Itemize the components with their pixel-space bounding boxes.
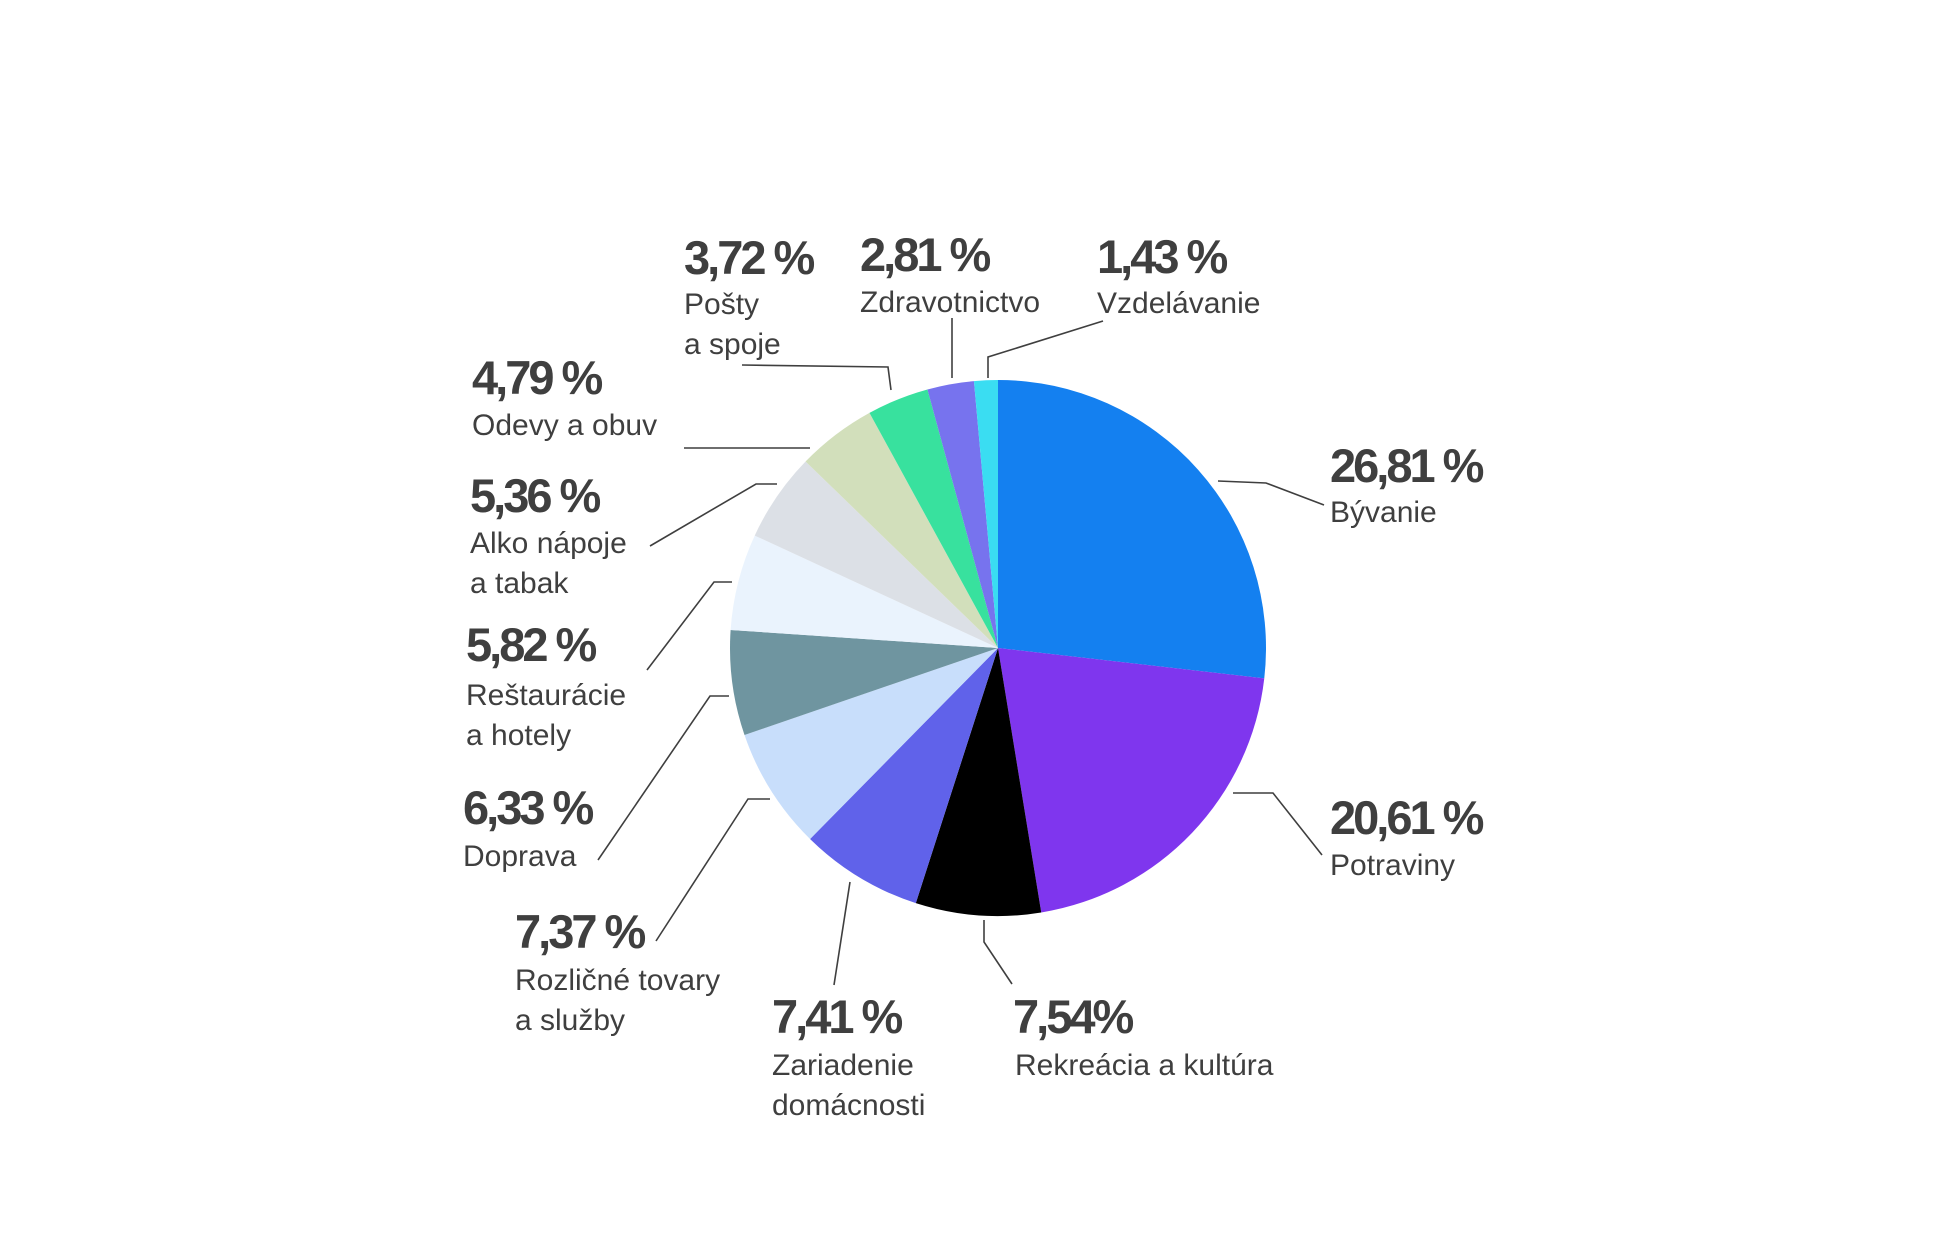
leader-line-10 (741, 364, 892, 391)
category-label-4-line-1: Zariadenie (772, 1049, 914, 1082)
category-label-8-line-1: Alko nápoje (470, 527, 627, 560)
pie-slices (730, 380, 1267, 917)
leader-line-12 (987, 320, 1104, 378)
pie-slice-12 (973, 380, 998, 648)
leader-line-2 (1233, 792, 1323, 856)
pie-slice-1 (998, 380, 1267, 679)
leader-line-5 (655, 798, 770, 942)
category-label-5-line-2: a služby (515, 1004, 625, 1037)
leader-line-3 (983, 920, 1013, 985)
value-label-4: 7,41 % (772, 990, 903, 1043)
pie-slice-5 (744, 648, 998, 840)
category-label-2: Potraviny (1330, 849, 1455, 882)
category-label-9: Odevy a obuv (472, 409, 657, 442)
category-label-1: Bývanie (1330, 496, 1437, 529)
leader-line-1 (1217, 480, 1325, 506)
pie-slice-4 (810, 648, 998, 904)
value-label-1: 26,81 % (1330, 439, 1484, 492)
slice-labels: 26,81 % Bývanie 20,61 % Potraviny 7,54% Rekre… (463, 228, 1487, 1122)
category-label-10-line-2: a spoje (684, 328, 781, 361)
category-label-3: Rekreácia a kultúra (1015, 1049, 1274, 1082)
leader-line-8 (649, 483, 777, 547)
category-label-4-line-2: domácnosti (772, 1089, 925, 1122)
leader-line-7 (646, 581, 732, 671)
leader-line-6 (597, 695, 729, 861)
value-label-3: 7,54% (1013, 990, 1133, 1043)
category-label-8-line-2: a tabak (470, 567, 569, 600)
leader-lines (597, 318, 1325, 986)
value-label-8: 5,36 % (470, 469, 601, 522)
value-label-10: 3,72 % (684, 231, 815, 284)
category-label-5-line-1: Rozličné tovary (515, 964, 720, 997)
value-label-12: 1,43 % (1097, 230, 1228, 283)
pie-slice-11 (927, 381, 998, 648)
category-label-7-line-2: a hotely (466, 719, 571, 752)
pie-slice-6 (730, 630, 998, 735)
category-label-10-line-1: Pošty (684, 288, 759, 321)
pie-slice-3 (915, 648, 1042, 917)
category-label-12: Vzdelávanie (1097, 287, 1260, 320)
category-label-11: Zdravotnictvo (860, 286, 1040, 319)
value-label-9: 4,79 % (472, 351, 603, 404)
value-label-5: 7,37 % (515, 905, 646, 958)
category-label-7-line-1: Reštaurácie (466, 679, 626, 712)
value-label-11: 2,81 % (860, 228, 991, 281)
value-label-6: 6,33 % (463, 781, 594, 834)
value-label-7: 5,82 % (466, 618, 597, 671)
pie-slice-7 (730, 535, 998, 648)
pie-slice-9 (805, 412, 998, 648)
pie-slice-2 (998, 648, 1265, 913)
category-label-6: Doprava (463, 840, 577, 873)
leader-line-4 (833, 881, 851, 986)
value-label-2: 20,61 % (1330, 791, 1484, 844)
pie-slice-10 (869, 389, 998, 648)
pie-slice-8 (754, 461, 998, 648)
